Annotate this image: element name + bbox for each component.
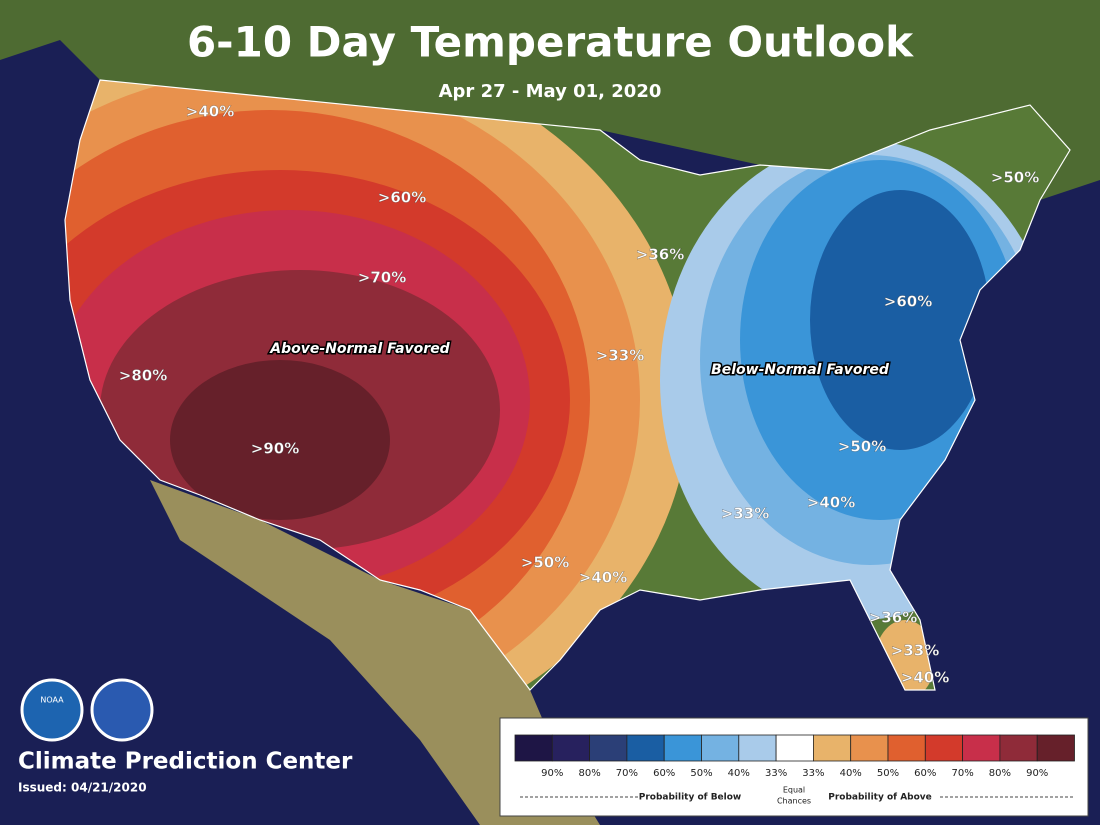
issued-date: Issued: 04/21/2020 <box>18 781 147 795</box>
org-name: Climate Prediction Center <box>18 749 353 775</box>
legend-label: 90% <box>541 768 563 779</box>
legend-label: 80% <box>578 768 600 779</box>
legend-label: 33% <box>765 768 787 779</box>
noaa-logo-text: NOAA <box>40 696 64 705</box>
legend-above: Probability of Above <box>828 793 932 803</box>
legend-equal: Chances <box>777 797 811 806</box>
legend-swatch <box>999 734 1038 762</box>
map-label: >33% <box>721 505 769 523</box>
map-label: >33% <box>891 642 939 660</box>
noaa-logo <box>20 678 84 742</box>
legend-swatch <box>775 734 814 762</box>
map-label: >33% <box>596 347 644 365</box>
map-label: >80% <box>119 367 167 385</box>
legend-swatch <box>663 734 702 762</box>
mexico <box>150 480 600 825</box>
legend-label: 60% <box>914 768 936 779</box>
legend-below: Probability of Below <box>639 793 742 803</box>
legend-swatch <box>1036 734 1075 762</box>
legend-swatch <box>962 734 1001 762</box>
legend-swatch <box>589 734 628 762</box>
canada <box>0 0 1100 290</box>
map-label: >50% <box>521 554 569 572</box>
legend-equal: Equal <box>783 786 805 795</box>
map-label: >50% <box>838 438 886 456</box>
map-label: Below-Normal Favored <box>711 362 890 378</box>
legend-swatch <box>551 734 590 762</box>
legend-swatch <box>924 734 963 762</box>
title: 6-10 Day Temperature Outlook <box>187 18 914 67</box>
legend-label: 40% <box>728 768 750 779</box>
legend-swatch <box>738 734 777 762</box>
legend-label: 33% <box>802 768 824 779</box>
legend-label: 70% <box>616 768 638 779</box>
nws-logo <box>90 678 154 742</box>
legend-label: 60% <box>653 768 675 779</box>
legend-swatch <box>514 734 553 762</box>
map-label: >60% <box>884 293 932 311</box>
legend-label: 90% <box>1026 768 1048 779</box>
legend-label: 80% <box>989 768 1011 779</box>
map-label: >50% <box>991 169 1039 187</box>
legend-box <box>499 717 1089 817</box>
legend-label: 70% <box>951 768 973 779</box>
legend-swatch <box>701 734 740 762</box>
map-label: >40% <box>186 103 234 121</box>
legend-label: 50% <box>877 768 899 779</box>
map-label: >36% <box>869 609 917 627</box>
legend-swatch <box>850 734 889 762</box>
legend-swatch <box>626 734 665 762</box>
legend-label: 40% <box>840 768 862 779</box>
map-label: >70% <box>358 269 406 287</box>
map-label: >36% <box>636 246 684 264</box>
map-label: >60% <box>378 189 426 207</box>
map-label: >90% <box>251 440 299 458</box>
subtitle: Apr 27 - May 01, 2020 <box>439 81 662 102</box>
map-label: >40% <box>901 669 949 687</box>
map-label: >40% <box>807 494 855 512</box>
legend-swatch <box>813 734 852 762</box>
legend-label: 50% <box>690 768 712 779</box>
legend-swatch <box>887 734 926 762</box>
map-label: Above-Normal Favored <box>269 341 450 357</box>
map-label: >40% <box>579 569 627 587</box>
